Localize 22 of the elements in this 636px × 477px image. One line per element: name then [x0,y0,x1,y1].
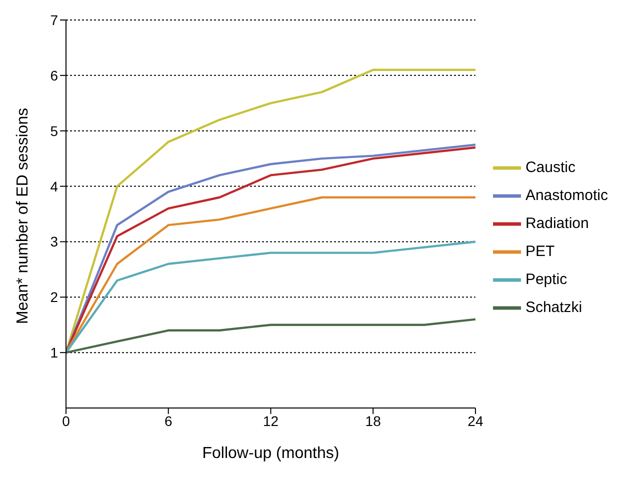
x-tick-label: 12 [262,412,279,429]
legend-label: Radiation [525,214,589,232]
x-axis-title: Follow-up (months) [202,445,340,462]
y-tick-label: 1 [50,344,58,361]
y-tick-label: 6 [50,67,58,84]
y-tick-label: 4 [50,178,58,194]
legend-label: Caustic [525,158,576,176]
x-tick-label: 18 [365,412,382,429]
legend-label: PET [525,242,555,260]
x-tick-label: 6 [164,412,172,429]
y-tick-label: 5 [50,122,58,139]
legend-label: Anastomotic [525,186,608,204]
line-series [66,318,476,354]
y-tick-label: 3 [50,234,58,250]
y-tick-label: 7 [50,12,58,28]
y-tick-label: 2 [50,289,58,306]
x-tick-label: 0 [62,412,70,429]
legend-label: Schatzki [525,298,582,316]
y-axis-title: Mean* number of ED sessions [14,108,32,324]
line-series [66,240,476,354]
legend-label: Peptic [525,270,568,288]
x-tick-label: 24 [468,412,484,429]
